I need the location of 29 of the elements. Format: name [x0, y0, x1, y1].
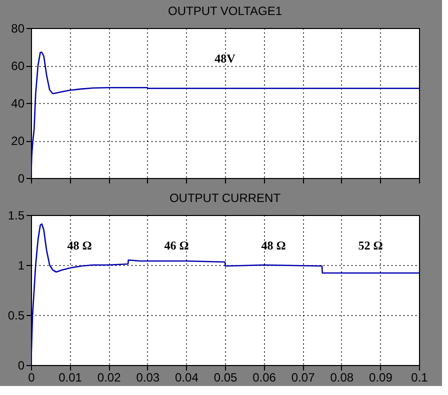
- chart-title: OUTPUT CURRENT: [169, 191, 282, 205]
- x-tick-label: 0.09: [369, 370, 393, 384]
- x-tick-label: 0.1: [411, 370, 428, 384]
- x-tick-label: 0.02: [97, 370, 122, 384]
- y-tick-label: 1: [18, 258, 25, 272]
- annotation: 48 Ω: [261, 238, 286, 252]
- y-tick-label: 0: [18, 172, 25, 186]
- y-tick-label: 20: [11, 134, 25, 148]
- y-tick-label: 0.5: [8, 308, 25, 322]
- y-tick-label: 60: [11, 59, 25, 73]
- y-tick-label: 0: [18, 358, 25, 372]
- annotation: 46 Ω: [164, 238, 190, 252]
- annotation: 48V: [214, 52, 236, 66]
- y-tick-label: 40: [11, 96, 25, 110]
- x-tick-label: 0.06: [252, 370, 276, 384]
- x-tick-label: 0.08: [330, 370, 354, 384]
- chart-title: OUTPUT VOLTAGE1: [168, 4, 282, 18]
- x-tick-label: 0.01: [58, 370, 82, 384]
- y-tick-label: 1.5: [8, 208, 25, 222]
- line-series: [31, 223, 419, 365]
- x-tick-label: 0.04: [175, 370, 199, 384]
- annotation: 52 Ω: [358, 238, 384, 252]
- x-tick-label: 0.05: [214, 370, 238, 384]
- line-series: [31, 52, 419, 178]
- x-tick-label: 0: [28, 370, 36, 384]
- x-tick-label: 0.03: [136, 370, 160, 384]
- annotation: 48 Ω: [67, 238, 92, 252]
- y-tick-label: 80: [11, 22, 25, 36]
- x-tick-label: 0.07: [291, 370, 316, 384]
